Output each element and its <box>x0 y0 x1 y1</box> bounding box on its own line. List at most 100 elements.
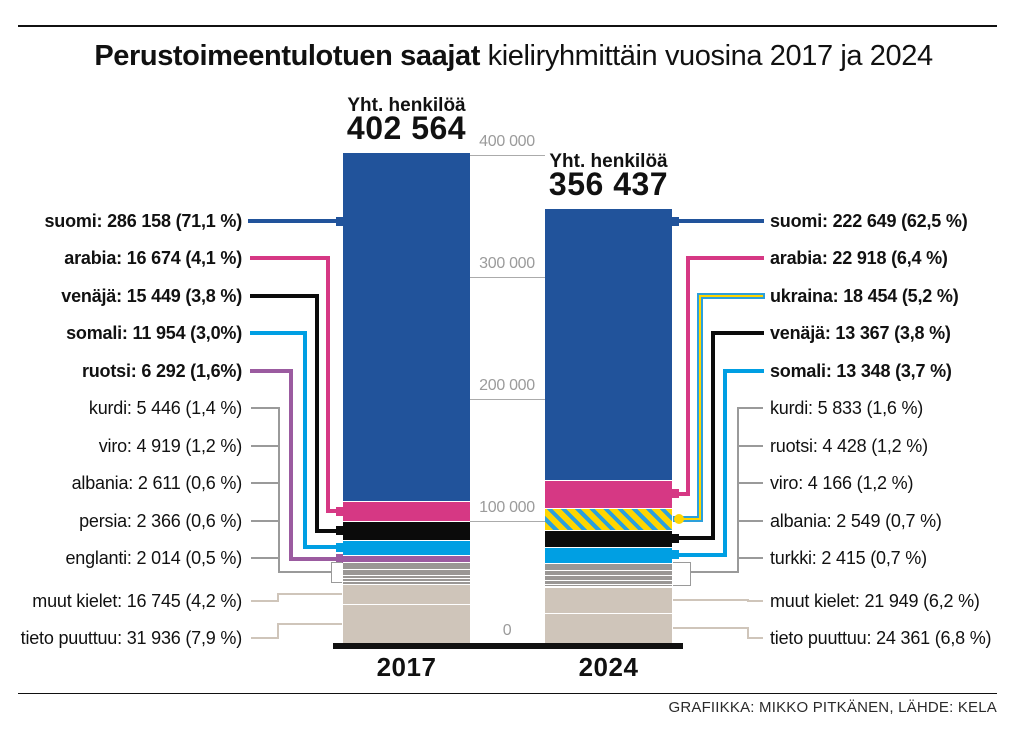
label-2017-ruotsi: ruotsi: 6 292 (1,6%) <box>81 361 242 381</box>
segment-2024-kurdi <box>545 562 672 570</box>
segment-2024-ukraina <box>545 507 672 531</box>
segment-2024-turkki <box>545 583 672 587</box>
label-2017-albania: albania: 2 611 (0,6 %) <box>71 473 243 493</box>
connector-right-arabia <box>674 491 690 496</box>
connector-cap-left-ruotsi <box>336 554 343 564</box>
label-2017-kurdi: kurdi: 5 446 (1,4 %) <box>88 398 242 418</box>
connector-left-ruotsi <box>289 369 293 561</box>
segment-2017-englanti <box>343 581 470 584</box>
total-caption-2017: Yht. henkilöä <box>347 94 466 116</box>
axis-tick-label: 200 000 <box>479 377 535 394</box>
segment-2017-muut-kielet <box>343 583 470 605</box>
connector-right-ukraina-inner <box>699 295 701 520</box>
segment-2017-persia <box>343 578 470 582</box>
connector-left-muut-kielet <box>277 592 342 595</box>
bracket-left <box>331 562 342 583</box>
axis-tick-label: 100 000 <box>479 499 535 516</box>
label-2024-somali: somali: 13 348 (3,7 %) <box>770 361 952 381</box>
connector-left-tieto-puuttuu <box>277 622 279 639</box>
segment-2024-somali <box>545 546 672 563</box>
axis-tick-label: 400 000 <box>479 133 535 150</box>
connector-left-gray-trunk <box>278 571 332 573</box>
connector-left-arabia <box>250 256 330 260</box>
gridline <box>470 154 545 156</box>
connector-right-muut-kielet <box>673 598 749 601</box>
year-label-2024: 2024 <box>578 652 639 682</box>
connector-left-arabia <box>326 509 341 514</box>
connector-cap-left-venäjä <box>336 526 343 536</box>
top-rule <box>18 25 997 27</box>
page-title: Perustoimeentulotuen saajat kieliryhmitt… <box>0 40 1027 73</box>
gridline <box>470 398 545 400</box>
label-2017-tieto-puuttuu: tieto puuttuu: 31 936 (7,9 %) <box>20 628 243 648</box>
segment-2017-kurdi <box>343 562 470 570</box>
segment-2017-viro <box>343 569 470 576</box>
label-2024-suomi: suomi: 222 649 (62,5 %) <box>770 211 968 231</box>
connector-left-ruotsi <box>289 556 341 561</box>
label-2024-venäjä: venäjä: 13 367 (3,8 %) <box>770 323 951 343</box>
segment-2017-tieto-puuttuu <box>343 604 470 643</box>
label-2024-arabia: arabia: 22 918 (6,4 %) <box>770 248 948 268</box>
connector-right-venäjä <box>711 331 715 541</box>
connector-right-somali <box>674 552 727 557</box>
label-2017-englanti: englanti: 2 014 (0,5 %) <box>65 548 242 568</box>
segment-2024-ruotsi <box>545 569 672 576</box>
connector-left-tieto-puuttuu <box>251 637 279 639</box>
axis-tick-label: 300 000 <box>479 255 535 272</box>
segment-2017-arabia <box>343 500 470 522</box>
credit-line: GRAFIIKKA: MIKKO PITKÄNEN, LÄHDE: KELA <box>668 699 997 716</box>
connector-left-gray-trunk <box>278 407 280 573</box>
footer-rule <box>18 693 997 694</box>
label-2024-ukraina: ukraina: 18 454 (5,2 %) <box>770 286 959 306</box>
connector-left-venäjä <box>315 294 319 533</box>
total-caption-2024: Yht. henkilöä <box>549 151 668 173</box>
label-2024-albania: albania: 2 549 (0,7 %) <box>770 511 942 531</box>
year-label-2017: 2017 <box>376 652 437 682</box>
connector-cap-right-arabia <box>672 489 679 499</box>
segment-2024-viro <box>545 575 672 581</box>
connector-left-kurdi <box>251 407 280 409</box>
segment-2024-tieto-puuttuu <box>545 613 672 643</box>
total-value-2024: 356 437 <box>548 166 669 203</box>
connector-left-suomi <box>248 219 343 223</box>
page-title-regular: kieliryhmittäin vuosina 2017 ja 2024 <box>479 40 933 72</box>
connector-cap-left-suomi <box>336 216 343 226</box>
connector-left-venäjä <box>315 528 341 533</box>
connector-right-ruotsi <box>737 445 763 447</box>
label-2017-persia: persia: 2 366 (0,6 %) <box>79 511 242 531</box>
connector-right-gray-trunk <box>737 407 739 573</box>
segment-2017-albania <box>343 575 470 579</box>
connector-left-somali <box>250 331 307 335</box>
connector-right-turkki <box>737 557 763 559</box>
label-2024-muut-kielet: muut kielet: 21 949 (6,2 %) <box>770 591 980 611</box>
connector-right-venäjä <box>711 331 764 335</box>
connector-left-muut-kielet <box>277 592 279 602</box>
connector-cap-right-venaja <box>672 533 679 543</box>
connector-right-somali <box>723 369 727 557</box>
label-2024-viro: viro: 4 166 (1,2 %) <box>770 473 914 493</box>
page-title-bold: Perustoimeentulotuen saajat <box>94 40 480 72</box>
bracket-right <box>673 562 691 586</box>
connector-right-tieto-puuttuu <box>747 627 749 639</box>
connector-right-somali <box>723 369 764 373</box>
label-2017-arabia: arabia: 16 674 (4,1 %) <box>64 248 242 268</box>
connector-left-ruotsi <box>250 369 293 373</box>
connector-right-arabia <box>686 256 764 260</box>
connector-right-ukraina-inner <box>675 517 701 520</box>
segment-2024-albania <box>545 580 672 584</box>
x-axis <box>333 643 683 649</box>
segment-2017-suomi <box>343 151 470 501</box>
segment-2017-somali <box>343 540 470 555</box>
segment-2024-suomi <box>545 208 672 480</box>
connector-cap-right-somali <box>672 550 679 560</box>
segment-2017-ruotsi <box>343 554 470 563</box>
connector-left-muut-kielet <box>251 600 279 602</box>
connector-right-kurdi <box>737 407 763 409</box>
segment-2017-venäjä <box>343 521 470 541</box>
connector-right-ukraina-inner <box>699 295 763 297</box>
total-value-2017: 402 564 <box>346 109 467 146</box>
axis-tick-label: 0 <box>502 622 512 639</box>
connector-right-gray-trunk <box>690 571 739 573</box>
connector-left-persia <box>251 520 280 522</box>
